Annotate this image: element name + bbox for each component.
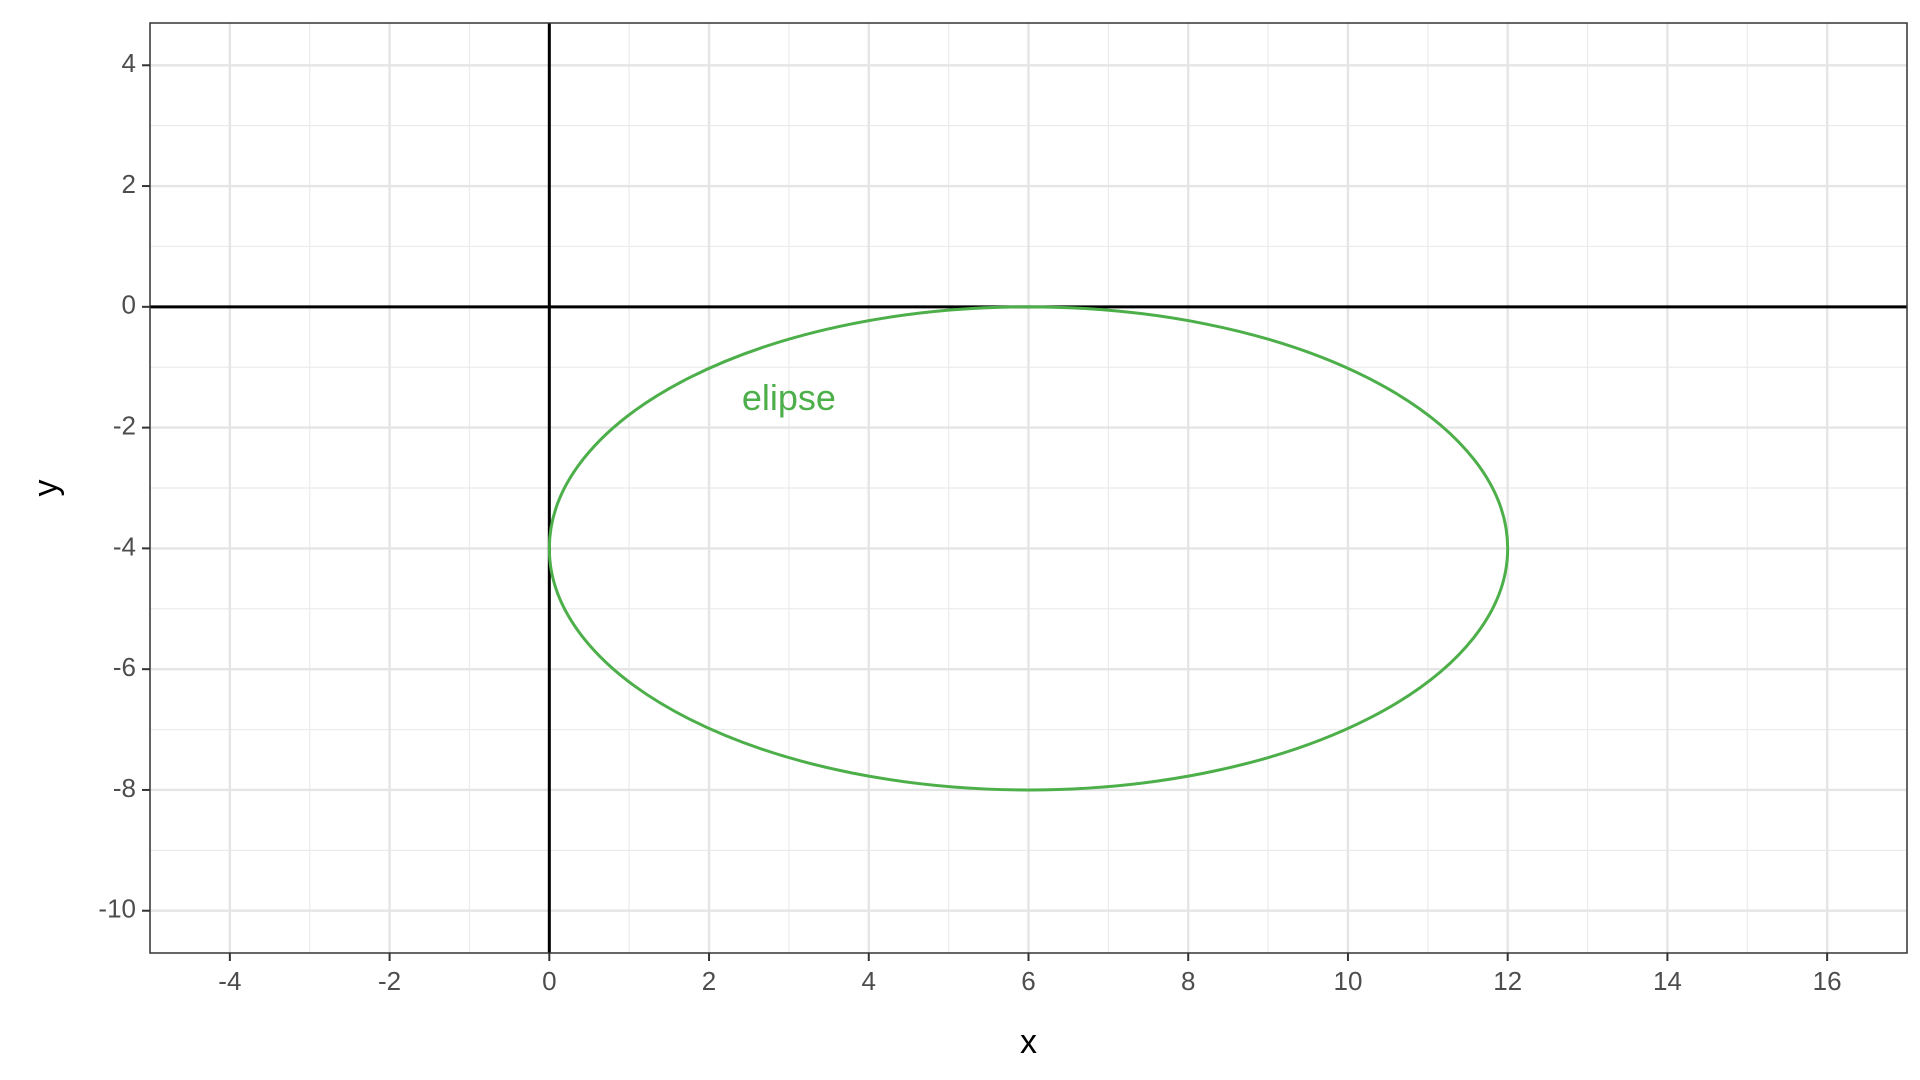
x-tick-label: 16 bbox=[1813, 966, 1842, 996]
x-tick-label: 6 bbox=[1021, 966, 1035, 996]
x-axis-title: x bbox=[1020, 1023, 1037, 1061]
series-layer bbox=[547, 305, 1510, 792]
x-tick-label: 2 bbox=[702, 966, 716, 996]
y-tick-label: 2 bbox=[122, 169, 136, 199]
y-tick-label: -8 bbox=[113, 773, 136, 803]
x-tick-label: 0 bbox=[542, 966, 556, 996]
x-tick-label: 14 bbox=[1653, 966, 1682, 996]
x-tick-label: 10 bbox=[1333, 966, 1362, 996]
y-tick-label: 0 bbox=[122, 290, 136, 320]
y-tick-label: -4 bbox=[113, 531, 136, 561]
x-tick-label: 8 bbox=[1181, 966, 1195, 996]
y-axis-title: y bbox=[27, 480, 65, 497]
y-tick-label: -6 bbox=[113, 652, 136, 682]
ellipse-annotation: elipse bbox=[742, 377, 836, 418]
x-tick-label: -4 bbox=[218, 966, 241, 996]
x-tick-label: 12 bbox=[1493, 966, 1522, 996]
x-tick-label: -2 bbox=[378, 966, 401, 996]
y-axis-ticks: 4 2 0 -2 -4 -6 -8 -10 bbox=[98, 48, 150, 924]
y-tick-label: -10 bbox=[98, 894, 136, 924]
annotation-layer: elipse bbox=[742, 377, 836, 418]
y-tick-label: -2 bbox=[113, 410, 136, 440]
ellipse-curve bbox=[547, 305, 1510, 792]
x-axis-ticks: -4 -2 0 2 4 6 8 10 12 14 16 bbox=[218, 953, 1842, 996]
x-tick-label: 4 bbox=[862, 966, 876, 996]
y-tick-label: 4 bbox=[122, 48, 136, 78]
